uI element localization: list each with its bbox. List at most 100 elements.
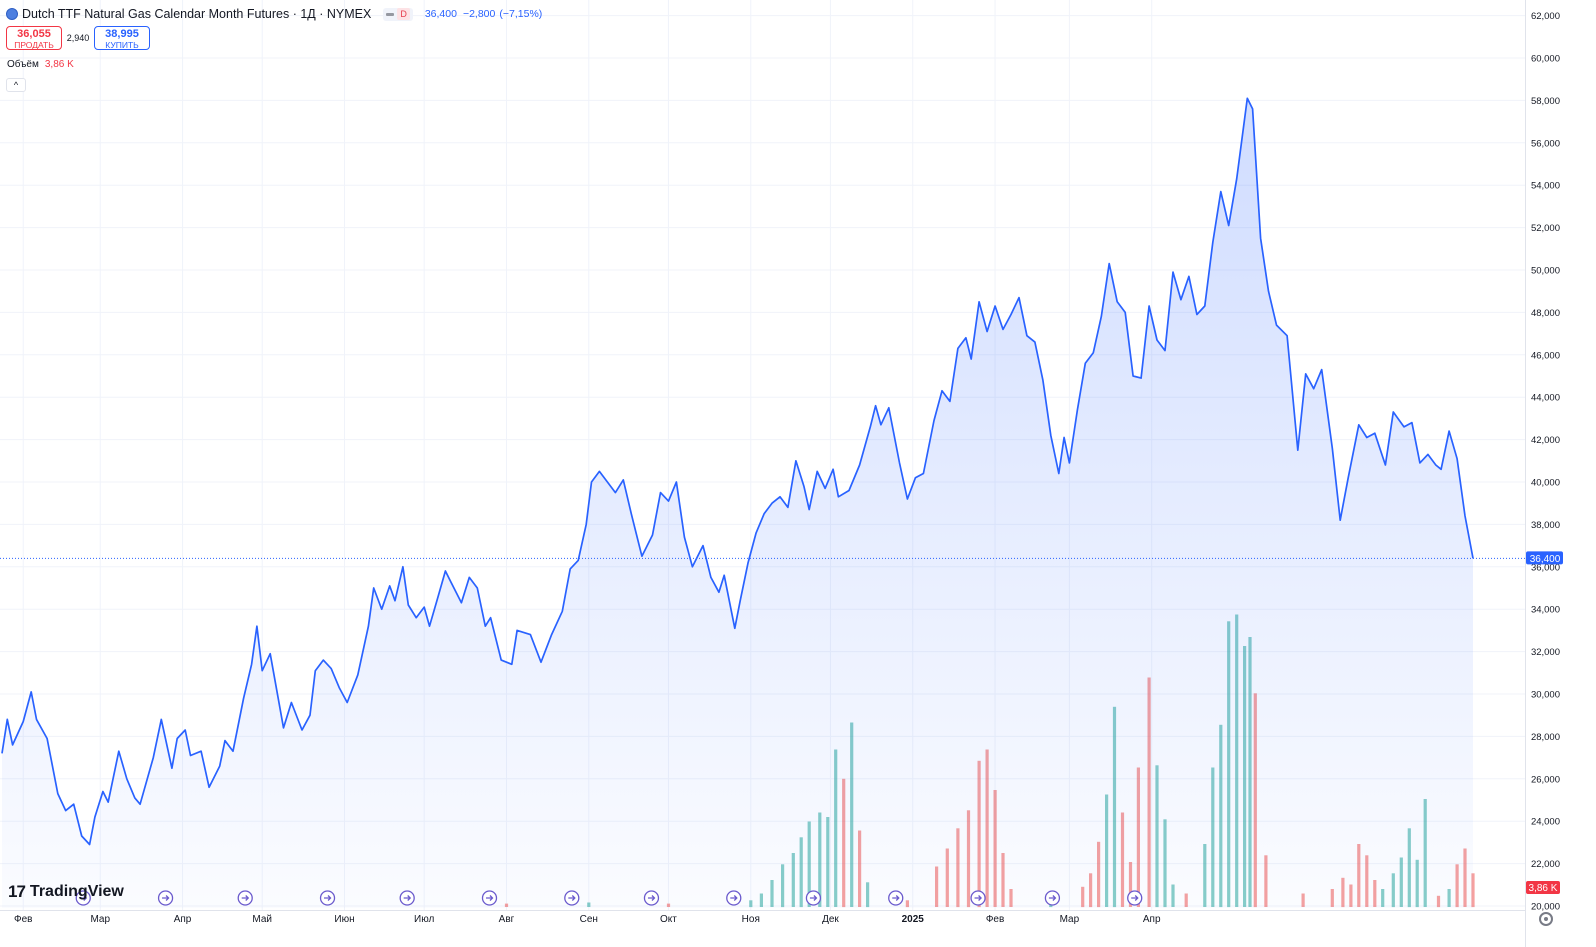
time-axis-label: Фев [14,914,32,925]
price-axis-label: 42,000 [1531,435,1560,446]
dividend-events [75,890,1143,906]
price-area-fill [2,98,1473,909]
rollover-event-icon[interactable] [319,890,336,906]
price-axis-label: 46,000 [1531,350,1560,361]
event-arrow [403,895,412,901]
rollover-event-icon[interactable] [726,890,742,906]
volume-legend-value: 3,86 K [44,59,74,70]
last-price-tag: 36,400 [1526,551,1563,565]
chevron-up-icon: ^ [13,80,19,90]
last-price-label: 36,400 [1530,554,1561,565]
rollover-event-icon[interactable] [1127,890,1143,906]
minus-icon [386,12,395,16]
event-arrow [79,895,88,901]
sell-price: 36,055 [17,28,51,40]
event-arrow [1048,895,1057,901]
rollover-event-icon[interactable] [888,890,904,906]
event-arrow [568,895,576,901]
price-axis-label: 56,000 [1531,138,1560,149]
price-axis-label: 28,000 [1531,732,1560,743]
symbol-icon[interactable] [6,8,18,20]
sell-label: ПРОДАТЬ [14,40,54,50]
price-axis-label: 40,000 [1531,478,1560,489]
chart-header: Dutch TTF Natural Gas Calendar Month Fut… [6,5,542,23]
event-arrow [241,895,250,901]
time-axis-label: Июл [414,914,434,925]
price-axis-label: 22,000 [1531,859,1560,870]
rollover-event-icon[interactable] [399,890,415,906]
price-axis-label: 48,000 [1531,308,1560,319]
last-price: 36,400 [424,8,457,20]
time-axis-label: Сен [580,914,598,925]
time-axis-label: Мар [90,914,110,925]
price-axis-label: 26,000 [1531,774,1560,785]
rollover-event-icon[interactable] [564,890,580,906]
price-axis-label: 34,000 [1531,605,1560,616]
time-axis-label: Май [252,914,272,925]
rollover-event-icon[interactable] [1044,890,1061,906]
rollover-event-icon[interactable] [970,890,986,906]
time-axis-label: Окт [660,914,677,925]
rollover-event-icon[interactable] [805,890,822,906]
rollover-event-icon[interactable] [157,890,174,906]
price-axis-label: 44,000 [1531,393,1560,404]
collapse-legend-button[interactable]: ^ [6,78,26,92]
time-axis-label: Авг [499,914,515,925]
price-axis-label: 24,000 [1531,817,1560,828]
buy-label: КУПИТЬ [105,40,139,50]
rollover-event-icon[interactable] [237,890,253,906]
event-arrow [730,895,738,901]
buy-button[interactable]: 38,995 КУПИТЬ [94,26,150,50]
price-axis: 20,000 22,000 24,000 26,000 28,000 30,000 32,0… [1531,11,1560,912]
price-axis-label: 30,000 [1531,690,1560,701]
price-axis-label: 20,000 [1531,902,1560,913]
time-axis-label: Ноя [742,914,760,925]
time-axis-label: Дек [822,914,839,925]
price-change: −2,800 [462,8,496,20]
tradingview-logo[interactable]: 17 TradingView [8,882,124,902]
rollover-event-icon[interactable] [75,890,91,906]
volume-legend[interactable]: Объём 3,86 K [7,59,74,70]
price-axis-label: 36,000 [1531,562,1560,573]
time-axis-label: 2025 [902,914,925,925]
price-line [1,97,1474,846]
time-axis: Фев Мар Апр Май Июн Июл Авг Сен Окт Ноя Дек 2025 Фев… [14,914,1161,925]
time-axis-label: Апр [174,914,192,925]
buy-price: 38,995 [105,28,139,40]
time-axis-label: Апр [1143,914,1161,925]
price-change-percent: (−7,15%) [499,8,543,20]
price-axis-label: 54,000 [1531,181,1560,192]
event-arrow [162,895,170,901]
market-status-badge[interactable]: D [383,7,413,21]
event-arrow [647,895,656,901]
tradingview-logo-icon: 17 [8,882,26,901]
spread-value: 2,940 [66,33,90,43]
time-axis-label: Мар [1060,914,1080,925]
rollover-event-icon[interactable] [643,890,660,906]
event-arrow [892,895,900,901]
symbol-title[interactable]: Dutch TTF Natural Gas Calendar Month Fut… [22,7,372,21]
event-arrow [809,895,818,901]
time-axis-label: Июн [334,914,354,925]
event-arrow [1131,895,1139,901]
last-volume-label: 3,86 K [1529,883,1558,894]
volume-legend-label: Объём [7,59,39,70]
price-axis-label: 62,000 [1531,11,1560,22]
trade-panel: 36,055 ПРОДАТЬ 2,940 38,995 КУПИТЬ [6,26,150,50]
price-axis-label: 50,000 [1531,266,1560,277]
sell-button[interactable]: 36,055 ПРОДАТЬ [6,26,62,50]
tradingview-logo-text: TradingView [29,883,124,900]
event-arrow [974,895,982,901]
price-axis-label: 32,000 [1531,647,1560,658]
price-axis-label: 58,000 [1531,96,1560,107]
event-arrow [324,895,332,901]
gear-icon[interactable] [1539,912,1553,926]
price-axis-label: 60,000 [1531,54,1560,65]
last-volume-tag: 3,86 K [1526,881,1560,894]
time-axis-label: Фев [986,914,1004,925]
market-closed-indicator: D [397,8,410,20]
price-axis-label: 52,000 [1531,223,1560,234]
event-arrow [485,895,494,901]
rollover-event-icon[interactable] [481,890,498,906]
